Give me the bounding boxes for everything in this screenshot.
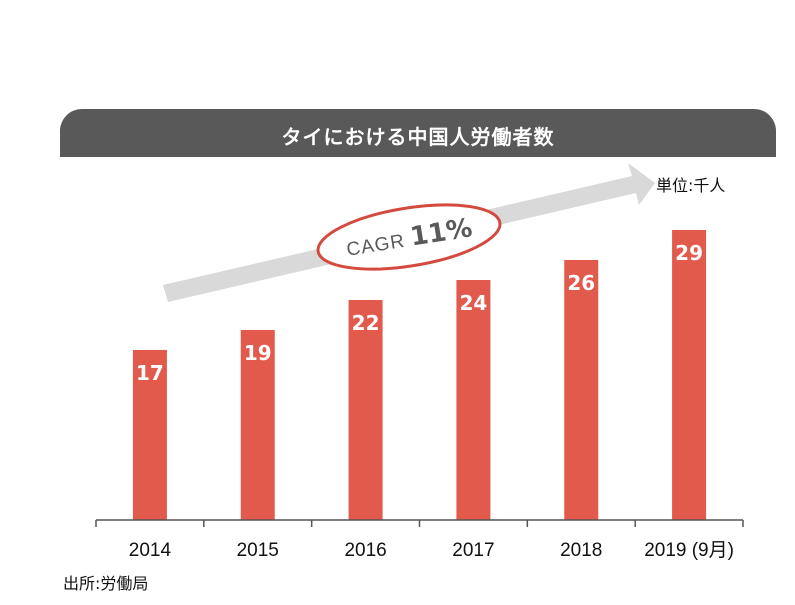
x-tick-label-1: 2015 (237, 540, 279, 561)
bar-2 (348, 300, 383, 520)
bar-0 (132, 350, 167, 520)
x-axis: 2014 2015 2016 2017 2018 2019 (9月) (95, 519, 744, 561)
bar-value-label-0: 17 (136, 361, 164, 385)
bar-value-label-5: 29 (675, 241, 703, 265)
x-tick-label-0: 2014 (129, 540, 172, 561)
x-tick-label-3: 2017 (452, 540, 494, 561)
bar-3 (456, 280, 491, 520)
bar-value-label-2: 22 (352, 311, 380, 335)
bar-value-label-4: 26 (567, 271, 595, 295)
source-label: 出所:労働局 (63, 574, 149, 593)
chart-title: タイにおける中国人労働者数 (281, 125, 555, 149)
bar-value-label-1: 19 (244, 341, 272, 365)
bar-1 (240, 330, 275, 520)
title-bar: タイにおける中国人労働者数 (60, 109, 776, 157)
bars-group: 17 19 22 24 26 29 (132, 230, 707, 520)
cagr-ellipse (316, 203, 502, 271)
bar-value-label-3: 24 (459, 291, 487, 315)
bar-4 (564, 260, 599, 520)
x-tick-label-4: 2018 (560, 540, 602, 561)
x-tick-label-5: 2019 (9月) (644, 540, 734, 561)
unit-label: 単位:千人 (656, 176, 726, 195)
bar-5 (672, 230, 707, 520)
x-tick-label-2: 2016 (344, 540, 386, 561)
cagr-annotation: CAGR11% (316, 203, 502, 271)
